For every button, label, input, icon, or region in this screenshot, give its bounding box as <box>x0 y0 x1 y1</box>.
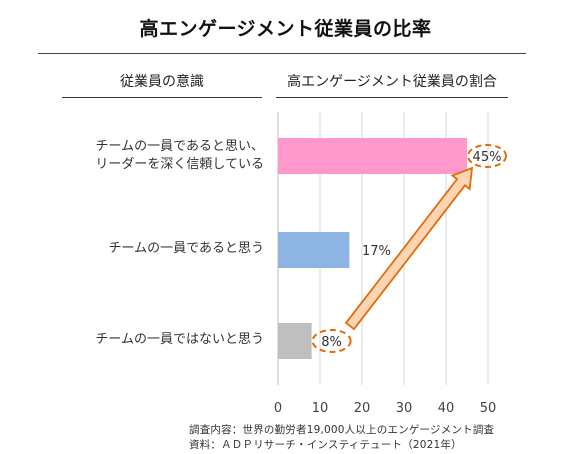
bar-0 <box>278 138 467 174</box>
x-tick-label-0: 0 <box>274 401 282 416</box>
column-header-left-rule <box>62 97 262 98</box>
survey-note: 調査内容：世界の勤労者19,000人以上のエンゲージメント調査 <box>189 424 495 436</box>
category-label-2-line-1: チームの一員ではないと思う <box>95 332 264 347</box>
category-label-0: チームの一員であると思い、 リーダーを深く信頼している <box>95 138 264 174</box>
column-header-right: 高エンゲージメント従業員の割合 <box>287 74 497 90</box>
value-label-0: 45% <box>473 150 502 165</box>
value-label-1: 17% <box>362 244 391 259</box>
bar-1 <box>278 232 350 268</box>
source-note: 資料：ＡＤＰリサーチ・インスティテュート（2021年） <box>189 439 462 451</box>
category-label-2: チームの一員ではないと思う <box>95 331 264 349</box>
chart-title: 高エンゲージメント従業員の比率 <box>139 18 432 40</box>
x-tick-label-10: 10 <box>312 401 329 416</box>
category-label-0-line-2: リーダーを深く信頼している <box>95 157 264 172</box>
value-highlight-2 <box>311 329 352 353</box>
value-highlight-0 <box>467 144 507 168</box>
title-underline <box>38 53 526 54</box>
value-label-2: 8% <box>321 335 342 350</box>
x-tick-label-20: 20 <box>354 401 371 416</box>
column-header-right-rule <box>276 97 508 98</box>
category-label-0-line-1: チームの一員であると思い、 <box>95 139 264 154</box>
bar-2 <box>278 323 312 359</box>
column-header-left: 従業員の意識 <box>120 74 204 90</box>
x-tick-label-50: 50 <box>480 401 497 416</box>
category-label-1: チームの一員であると思う <box>109 240 264 258</box>
x-tick-label-40: 40 <box>438 401 455 416</box>
x-tick-label-30: 30 <box>396 401 413 416</box>
trend-arrow <box>344 166 474 331</box>
category-label-1-line-1: チームの一員であると思う <box>108 241 264 256</box>
